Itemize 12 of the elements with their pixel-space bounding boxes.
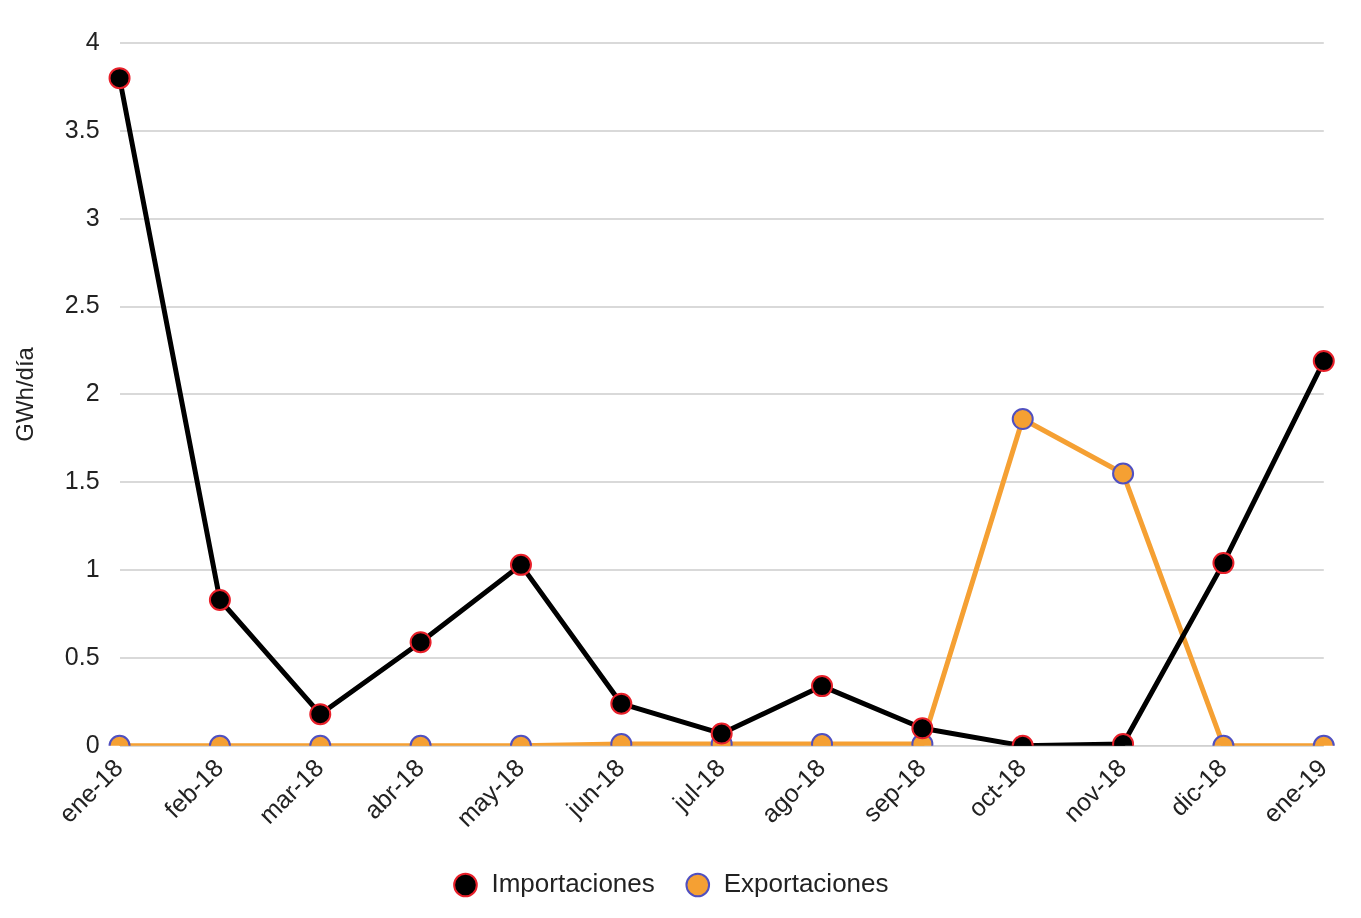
legend-label: Exportaciones [723, 868, 889, 899]
y-tick-label: 0 [85, 729, 100, 758]
y-tick-label: 3 [85, 202, 100, 231]
y-tick-label: 1 [85, 554, 100, 583]
y-tick-label: 2.5 [64, 290, 100, 319]
y-tick-label: 1.5 [64, 466, 100, 495]
y-tick-label: 0.5 [64, 641, 100, 670]
y-tick-label: 4 [85, 26, 100, 55]
y-tick-label: 2 [85, 378, 100, 407]
y-axis-title: GWh/día [11, 346, 39, 442]
legend-label: Importaciones [491, 868, 655, 899]
y-tick-label: 3.5 [64, 114, 100, 143]
